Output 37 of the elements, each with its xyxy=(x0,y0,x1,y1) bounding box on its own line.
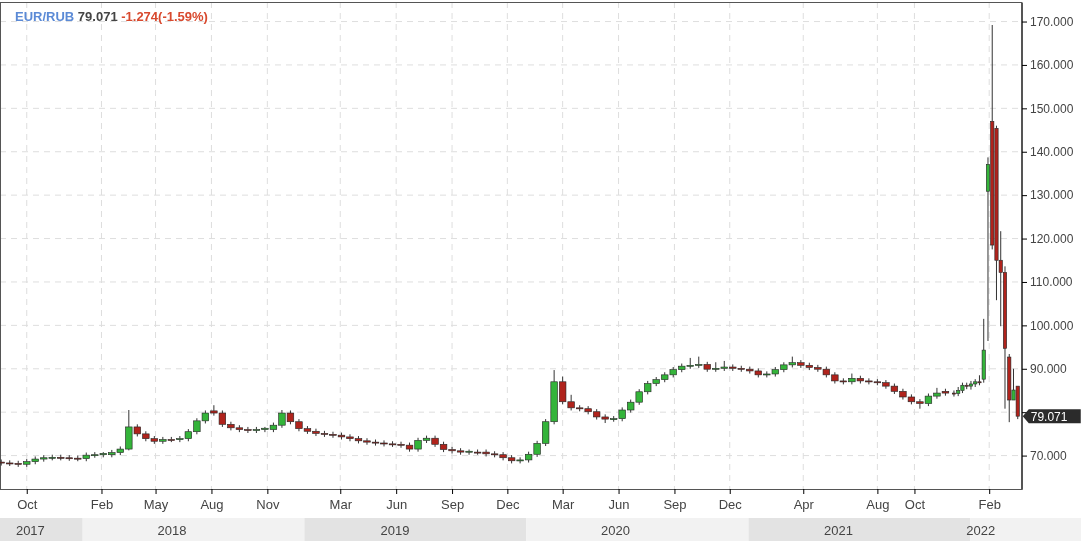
x2-tick-label: 2017 xyxy=(15,523,45,538)
annotation: -1.274(-1.59%) xyxy=(117,9,208,24)
x-tick-label: Aug xyxy=(200,496,224,512)
annotation: 79.071 xyxy=(1030,409,1068,424)
x-tick-label: Apr xyxy=(793,496,815,512)
text: EUR/RUB xyxy=(15,9,75,24)
x-tick-label: Jun xyxy=(386,496,408,512)
y-tick-label: 160.000 xyxy=(1030,58,1074,73)
x-tick-label: Feb xyxy=(90,496,114,512)
y-tick-label: 150.000 xyxy=(1030,101,1074,116)
x-tick-label: Mar xyxy=(551,496,576,512)
y-tick-label: 70.000 xyxy=(1030,448,1068,463)
x-tick-label: Feb xyxy=(978,496,1001,512)
x2-tick-label: 2019 xyxy=(380,523,410,538)
x-tick-label: Dec xyxy=(496,496,520,512)
annotation: 79.071 xyxy=(74,9,118,24)
x-tick-label: Dec xyxy=(718,496,743,512)
x-tick-label: Nov xyxy=(256,496,280,512)
x-tick-label: Aug xyxy=(866,496,890,512)
x2-tick-label: 2020 xyxy=(601,523,630,538)
y-tick-label: 110.000 xyxy=(1030,275,1073,290)
x2-tick-label: 2018 xyxy=(157,523,187,538)
y-tick-label: 120.000 xyxy=(1030,231,1074,246)
y-tick-label: 130.000 xyxy=(1030,188,1074,203)
x-tick-label: Oct xyxy=(904,496,926,512)
y-tick-label: 140.000 xyxy=(1030,145,1074,160)
x2-tick-label: 2022 xyxy=(966,523,996,538)
x-tick-label: Sep xyxy=(440,496,465,512)
x-tick-label: Mar xyxy=(329,496,353,512)
x-tick-label: Jun xyxy=(608,496,630,512)
x-tick-label: Oct xyxy=(17,496,38,512)
x-tick-label: Sep xyxy=(663,496,687,512)
y-tick-label: 100.000 xyxy=(1030,318,1074,333)
x2-tick-label: 2021 xyxy=(824,523,853,538)
y-tick-label: 90.000 xyxy=(1030,362,1068,377)
y-tick-label: 170.000 xyxy=(1030,14,1074,29)
x-tick-label: May xyxy=(143,496,169,512)
